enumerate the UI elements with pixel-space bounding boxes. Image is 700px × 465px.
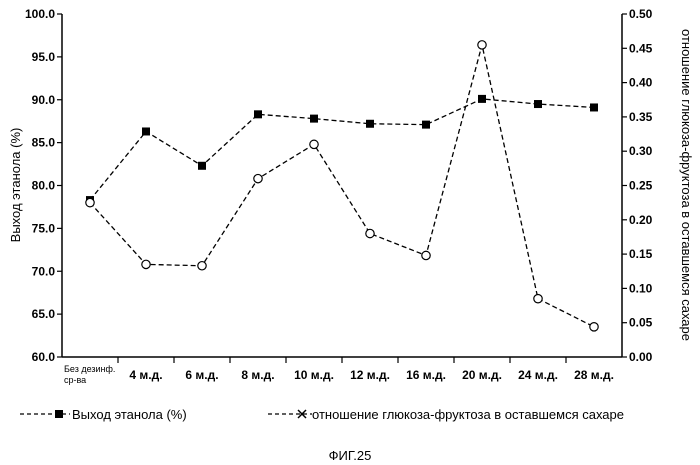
y-right-tick-label: 0.15 [629,247,653,261]
y-left-tick-label: 100.0 [25,7,55,21]
y-right-tick-label: 0.35 [629,110,653,124]
y-right-tick-label: 0.05 [629,316,653,330]
y-left-tick-label: 95.0 [32,50,56,64]
data-point-circle [366,229,374,237]
data-point-circle [478,41,486,49]
legend-label-1: Выход этанола (%) [72,407,187,422]
legend: Выход этанола (%) отношение глюкоза-фрукт… [20,407,624,422]
y-right-tick-label: 0.00 [629,350,653,364]
data-point-circle [86,198,94,206]
y-right-tick-label: 0.25 [629,179,653,193]
data-point-square [198,162,206,170]
x-tick-label: 28 м.д. [574,368,614,382]
data-point-circle [590,323,598,331]
y-right-tick-label: 0.30 [629,144,653,158]
figure-caption: ФИГ.25 [329,448,372,463]
data-point-square [142,127,150,135]
data-point-circle [254,174,262,182]
y-left-tick-label: 60.0 [32,350,56,364]
data-point-circle [534,294,542,302]
y-axis-left-label: Выход этанола (%) [8,128,23,243]
data-point-square [254,110,262,118]
data-point-square [310,115,318,123]
chart-marks [86,41,598,331]
data-point-square [422,121,430,129]
data-point-circle [198,262,206,270]
data-point-circle [310,140,318,148]
data-point-circle [422,251,430,259]
x-tick-label: 20 м.д. [462,368,502,382]
y-right-tick-label: 0.20 [629,213,653,227]
y-left-tick-label: 75.0 [32,221,56,235]
legend-label-2: отношение глюкоза-фруктоза в оставшемся … [312,407,624,422]
data-point-circle [142,260,150,268]
data-point-square [366,120,374,128]
y-right-tick-label: 0.10 [629,281,653,295]
y-right-tick-label: 0.40 [629,76,653,90]
x-tick-label: 10 м.д. [294,368,334,382]
series-line-1 [90,99,594,200]
x-tick-label: Без дезинф.ср-ва [64,364,115,385]
x-tick-label: 4 м.д. [129,368,162,382]
y-left-tick-label: 85.0 [32,136,56,150]
x-tick-label: 16 м.д. [406,368,446,382]
y-left-tick-label: 90.0 [32,93,56,107]
series-line-2 [90,45,594,327]
y-left-tick-label: 65.0 [32,307,56,321]
data-point-square [534,100,542,108]
x-tick-label: 12 м.д. [350,368,390,382]
x-tick-label: 24 м.д. [518,368,558,382]
data-point-square [590,103,598,111]
y-left-tick-label: 80.0 [32,179,56,193]
axes: 100.0 95.0 90.0 85.0 80.0 75.0 70.0 65.0 60.0 0.5… [25,7,653,385]
x-tick-label: 8 м.д. [241,368,274,382]
y-right-tick-label: 0.45 [629,41,653,55]
y-axis-right-label: отношение глюкоза-фруктоза в оставшемся … [679,29,694,341]
y-right-tick-label: 0.50 [629,7,653,21]
legend-marker-square [55,410,63,418]
y-left-tick-label: 70.0 [32,264,56,278]
data-point-square [478,95,486,103]
x-tick-label: 6 м.д. [185,368,218,382]
